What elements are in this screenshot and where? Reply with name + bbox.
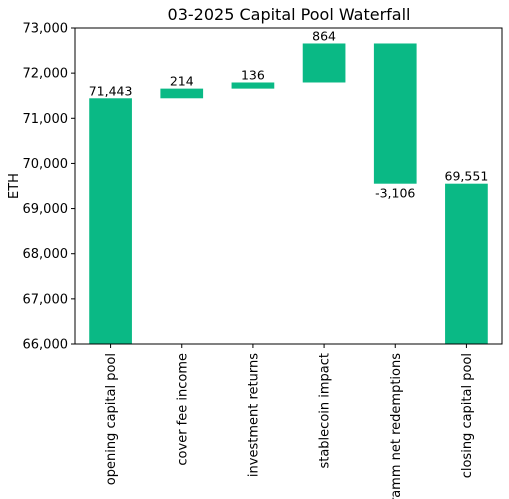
bar-cover-fee-income [160, 88, 204, 99]
chart-title: 03-2025 Capital Pool Waterfall [168, 5, 411, 24]
y-tick-label: 69,000 [23, 202, 69, 217]
y-tick-label: 73,000 [23, 22, 69, 37]
data-label-investment-returns: 136 [241, 67, 265, 82]
x-axis: opening capital pool cover fee income inve… [104, 344, 475, 499]
data-label-cover-fee-income: 214 [170, 74, 194, 89]
bar-opening-capital-pool [89, 98, 132, 344]
y-tick-label: 66,000 [23, 338, 69, 353]
data-label-closing-capital-pool: 69,551 [445, 169, 489, 184]
bar-labels-layer: 71,443 214 136 864 -3,106 69,551 [89, 28, 489, 200]
y-tick-label: 67,000 [23, 292, 69, 307]
bar-ramm-net-redemptions [373, 43, 417, 184]
plot-frame [74, 27, 503, 345]
y-axis: 66,000 67,000 68,000 69,000 70,000 71,000 72,0… [23, 22, 75, 353]
x-tick-label: closing capital pool [460, 353, 475, 478]
x-tick-label: ramm net redemptions [389, 353, 404, 499]
x-tick-label: cover fee income [175, 353, 190, 466]
data-label-stablecoin-impact: 864 [312, 28, 336, 43]
data-label-ramm-net-redemptions: -3,106 [375, 186, 415, 201]
x-tick-label: investment returns [246, 353, 261, 477]
x-tick-label: stablecoin impact [318, 353, 333, 469]
y-tick-label: 70,000 [23, 157, 69, 172]
y-tick-label: 72,000 [23, 67, 69, 82]
bars-layer [89, 43, 488, 344]
data-label-opening-capital-pool: 71,443 [89, 83, 133, 98]
bar-stablecoin-impact [302, 43, 346, 83]
y-tick-label: 71,000 [23, 112, 69, 127]
bar-closing-capital-pool [445, 183, 488, 344]
bar-investment-returns [231, 82, 275, 89]
y-axis-label: ETH [7, 173, 22, 199]
x-tick-label: opening capital pool [104, 353, 119, 485]
y-tick-label: 68,000 [23, 247, 69, 262]
